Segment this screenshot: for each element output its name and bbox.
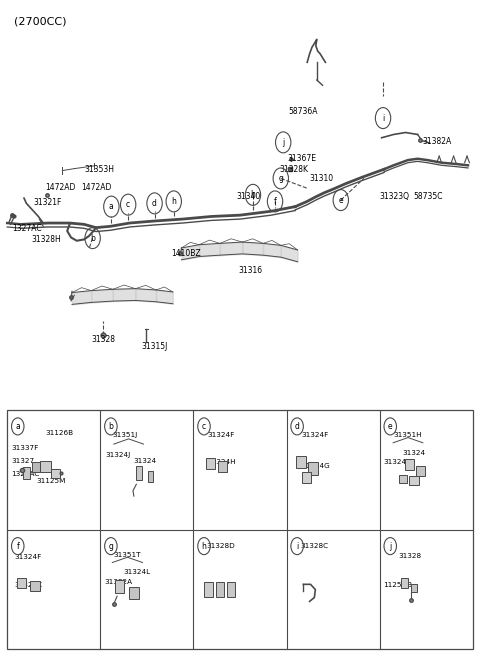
Bar	[204, 583, 213, 597]
Text: 31351T: 31351T	[114, 552, 141, 558]
Bar	[218, 461, 227, 472]
Text: b: b	[90, 234, 95, 243]
Text: 31328: 31328	[91, 335, 115, 344]
Text: (2700CC): (2700CC)	[14, 16, 67, 26]
Text: 31324L: 31324L	[123, 569, 151, 575]
Bar	[308, 462, 318, 475]
Text: 31328C: 31328C	[300, 543, 328, 549]
Bar	[399, 475, 407, 483]
Text: c: c	[202, 422, 206, 431]
Bar	[129, 587, 139, 599]
Text: 31328H: 31328H	[31, 235, 61, 244]
Bar	[401, 579, 408, 588]
Text: 31126B: 31126B	[46, 430, 74, 436]
Text: 31324H: 31324H	[208, 459, 237, 466]
Bar	[302, 472, 311, 483]
Bar	[7, 410, 473, 649]
Bar	[411, 584, 417, 592]
Text: 31324G: 31324G	[301, 462, 330, 469]
Text: g: g	[108, 542, 113, 550]
Bar	[40, 461, 51, 472]
Bar	[33, 462, 40, 472]
Text: i: i	[382, 113, 384, 123]
Text: 31324F: 31324F	[301, 432, 328, 438]
Bar	[30, 581, 40, 591]
Text: e: e	[388, 422, 393, 431]
Text: 31367E: 31367E	[287, 154, 316, 163]
Text: 31316: 31316	[239, 266, 263, 275]
Text: 31315J: 31315J	[142, 342, 168, 351]
Text: a: a	[15, 422, 20, 431]
Text: 31382A: 31382A	[104, 579, 132, 585]
Bar	[17, 578, 26, 588]
Text: 31324F: 31324F	[208, 432, 235, 438]
Text: 31351J: 31351J	[112, 432, 138, 438]
Bar	[136, 466, 142, 480]
Text: d: d	[152, 199, 157, 208]
Text: 31324J: 31324J	[105, 451, 131, 458]
Text: 31125M: 31125M	[36, 478, 65, 484]
Text: j: j	[282, 138, 284, 147]
Text: 31321F: 31321F	[34, 197, 62, 207]
Text: 1472AD: 1472AD	[82, 183, 112, 192]
Bar	[23, 467, 30, 479]
Text: e: e	[338, 195, 343, 205]
Text: 31328D: 31328D	[207, 543, 236, 549]
Bar	[216, 583, 224, 597]
Text: 31310: 31310	[310, 174, 334, 183]
Text: 1327AC: 1327AC	[11, 471, 39, 478]
Text: 1472AD: 1472AD	[46, 183, 76, 192]
Text: f: f	[16, 542, 19, 550]
Text: 31324C: 31324C	[14, 583, 43, 588]
Text: g: g	[278, 174, 283, 183]
Bar	[206, 458, 215, 468]
Text: 31327: 31327	[11, 458, 34, 464]
Text: 31323Q: 31323Q	[379, 192, 409, 201]
Bar	[227, 583, 235, 597]
Bar	[405, 459, 414, 470]
Text: 1327AC: 1327AC	[12, 224, 42, 234]
Text: 31324: 31324	[403, 449, 426, 456]
Text: 58735C: 58735C	[414, 192, 443, 201]
Text: 31328: 31328	[399, 553, 422, 559]
Text: i: i	[296, 542, 298, 550]
Text: f: f	[274, 197, 276, 206]
Bar	[115, 580, 124, 593]
Text: 31351H: 31351H	[393, 432, 422, 438]
Text: 31324F: 31324F	[14, 554, 42, 560]
Text: d: d	[295, 422, 300, 431]
Text: 31324: 31324	[133, 458, 156, 464]
Text: 31337F: 31337F	[11, 445, 38, 451]
Text: 31382A: 31382A	[422, 136, 452, 146]
Text: 1125DB: 1125DB	[384, 583, 413, 588]
Text: h: h	[171, 197, 176, 206]
Text: 31328K: 31328K	[280, 165, 309, 174]
Text: h: h	[202, 542, 206, 550]
Text: 31340: 31340	[236, 192, 261, 201]
Text: c: c	[126, 200, 130, 209]
Bar	[416, 466, 425, 476]
Text: h: h	[251, 190, 255, 199]
Text: a: a	[109, 202, 114, 211]
Text: 31324K: 31324K	[384, 459, 411, 466]
Text: 31353H: 31353H	[84, 165, 114, 174]
Text: b: b	[108, 422, 113, 431]
Text: j: j	[389, 542, 391, 550]
Text: 1410BZ: 1410BZ	[171, 249, 201, 258]
Bar	[148, 470, 153, 482]
Bar	[296, 456, 306, 468]
Text: 58736A: 58736A	[288, 107, 317, 116]
Bar	[51, 468, 60, 478]
Bar	[409, 476, 419, 485]
